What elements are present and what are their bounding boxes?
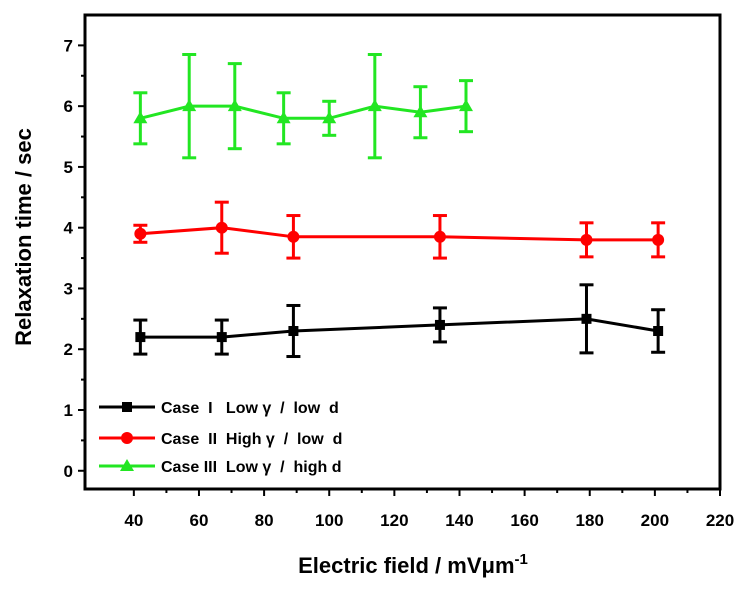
data-point xyxy=(322,111,337,124)
data-point xyxy=(434,319,445,330)
y-tick-label: 3 xyxy=(64,279,73,298)
y-tick-label: 5 xyxy=(64,158,73,177)
x-tick-label: 200 xyxy=(641,511,669,530)
y-tick-label: 1 xyxy=(64,401,73,420)
y-tick-label: 4 xyxy=(64,219,74,238)
legend-item-3: Case III Low γ / high d xyxy=(99,459,341,476)
x-axis-title-superscript: -1 xyxy=(515,551,528,568)
series-3 xyxy=(133,53,473,160)
x-tick-label: 160 xyxy=(510,511,538,530)
y-tick-label: 2 xyxy=(64,340,73,359)
legend-item-2: Case II High γ / low d xyxy=(99,431,342,448)
series-layer xyxy=(133,53,666,359)
data-point xyxy=(581,313,592,324)
data-point xyxy=(652,233,665,246)
y-tick-label: 6 xyxy=(64,97,73,116)
legend-marker xyxy=(120,459,134,471)
series-line xyxy=(139,104,467,120)
x-tick-label: 60 xyxy=(190,511,209,530)
x-tick-label: 100 xyxy=(315,511,343,530)
x-tick-label: 80 xyxy=(255,511,274,530)
series-1 xyxy=(133,283,666,359)
legend-marker xyxy=(122,402,132,412)
legend-item-1: Case I Low γ / low d xyxy=(99,400,339,417)
data-point xyxy=(433,230,446,243)
x-axis-title: Electric field / mVμm-1 xyxy=(298,551,528,578)
data-point xyxy=(133,111,148,124)
x-tick-label: 40 xyxy=(124,511,143,530)
x-tick-label: 120 xyxy=(380,511,408,530)
y-axis-title: Relaxation time / sec xyxy=(11,128,36,346)
plot-frame xyxy=(83,13,722,491)
data-point xyxy=(227,99,242,112)
data-point xyxy=(413,105,428,118)
data-point xyxy=(580,233,593,246)
legend: Case I Low γ / low d Case II High γ / low… xyxy=(99,400,342,476)
x-tick-label: 220 xyxy=(706,511,734,530)
data-point xyxy=(134,227,147,240)
legend-label: Case III Low γ / high d xyxy=(161,459,341,476)
series-2 xyxy=(133,200,666,260)
data-point xyxy=(653,326,664,336)
data-point xyxy=(215,221,228,234)
y-tick-label: 7 xyxy=(64,36,73,55)
data-point xyxy=(288,326,299,336)
data-point xyxy=(459,99,473,112)
x-axis: 40 60 80 100 120 140 160 180 200 220 xyxy=(124,489,734,530)
legend-label: Case II High γ / low d xyxy=(161,431,342,448)
data-point xyxy=(276,111,291,124)
data-point xyxy=(182,99,197,112)
x-tick-label: 180 xyxy=(576,511,604,530)
y-tick-label: 0 xyxy=(64,462,73,481)
series-line xyxy=(140,226,659,242)
data-point xyxy=(287,230,300,243)
data-point xyxy=(216,332,227,343)
y-axis: 0 1 2 3 4 5 6 7 xyxy=(64,36,85,481)
legend-marker xyxy=(121,432,133,444)
data-point xyxy=(135,332,146,343)
data-point xyxy=(367,99,382,112)
x-tick-label: 140 xyxy=(445,511,473,530)
series-line xyxy=(140,317,659,339)
legend-label: Case I Low γ / low d xyxy=(161,400,339,417)
